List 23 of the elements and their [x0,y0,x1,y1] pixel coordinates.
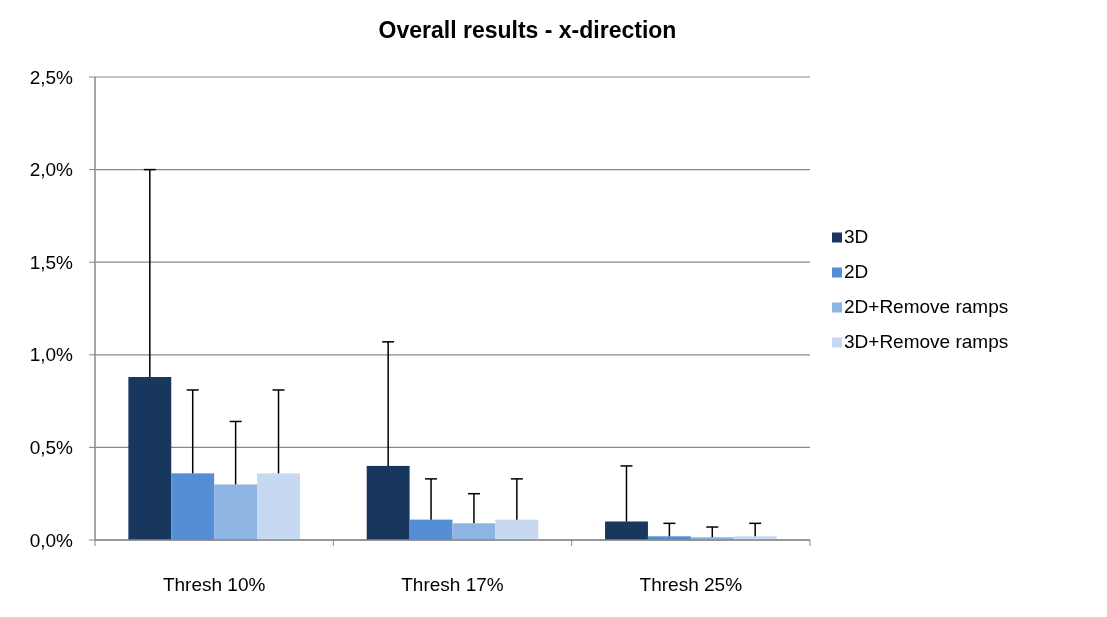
chart-title: Overall results - x-direction [378,17,677,43]
bar [171,473,215,540]
legend-label: 3D [844,225,869,247]
bar [495,519,539,540]
bar [605,521,648,540]
y-tick-label: 0,0% [29,529,74,551]
bar [257,473,300,540]
x-tick-label: Thresh 25% [639,573,743,595]
y-tick-label: 1,5% [29,251,74,273]
bar [452,523,496,540]
legend-label: 3D+Remove ramps [844,330,1009,352]
legend-label: 2D [844,260,869,282]
bar [214,484,258,540]
legend-label: 2D+Remove ramps [844,295,1009,317]
y-tick-label: 2,0% [29,159,74,181]
x-tick-label: Thresh 10% [162,573,266,595]
x-tick-label: Thresh 17% [401,573,504,595]
y-tick-label: 2,5% [29,66,74,88]
bar [409,519,453,540]
bar [366,465,410,540]
y-tick-label: 1,0% [29,344,74,366]
bar [128,377,172,540]
y-tick-label: 0,5% [29,437,74,459]
